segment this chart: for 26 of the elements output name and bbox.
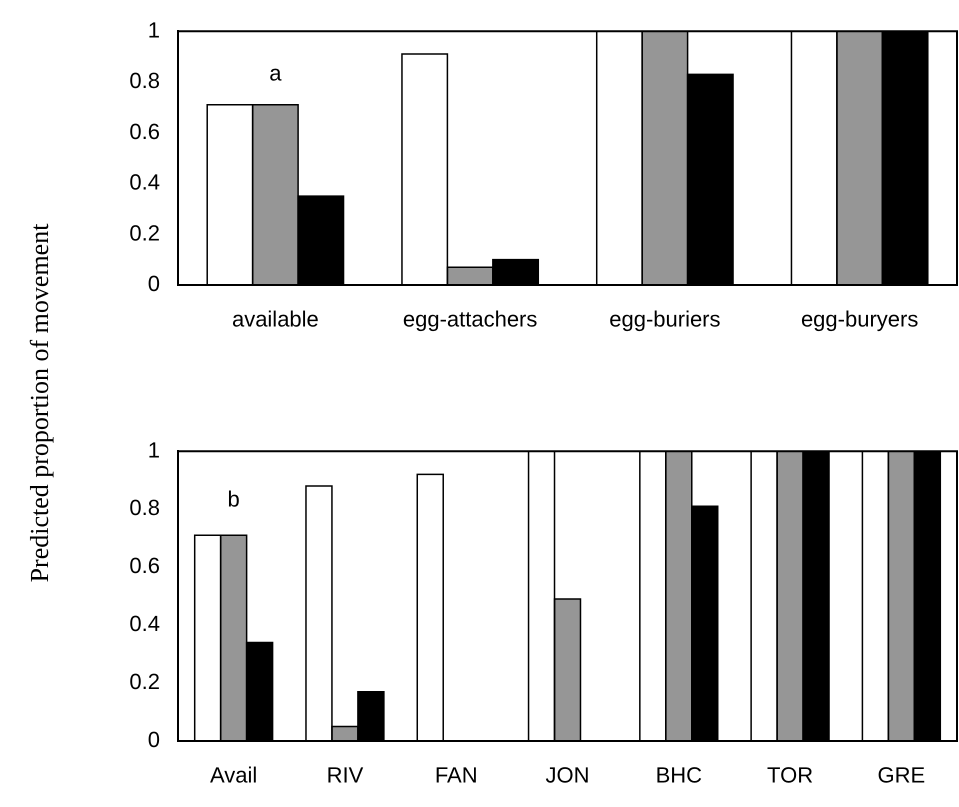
y-axis-title: Predicted proportion of movement bbox=[25, 224, 55, 582]
y-tick-label: 0.4 bbox=[129, 170, 160, 195]
x-tick-label: egg-buryers bbox=[800, 306, 918, 332]
x-tick-label: JON bbox=[546, 762, 590, 788]
x-tick-label: BHC bbox=[656, 762, 702, 788]
x-tick-label: RIV bbox=[326, 762, 364, 788]
y-tick-label: 0 bbox=[148, 727, 160, 752]
x-tick-label: GRE bbox=[878, 762, 926, 788]
y-tick-label: 1 bbox=[148, 437, 160, 462]
y-tick-label: 0.6 bbox=[129, 118, 160, 144]
x-tick-label: FAN bbox=[434, 762, 478, 788]
annotation: b bbox=[228, 486, 240, 512]
y-tick-label: 0.2 bbox=[129, 669, 160, 694]
x-tick-label: Avail bbox=[210, 762, 258, 788]
y-tick-label: 1 bbox=[148, 17, 160, 42]
y-tick-label: 0.8 bbox=[129, 495, 160, 520]
y-tick-label: 0.2 bbox=[129, 220, 160, 246]
annotation: a bbox=[269, 60, 282, 86]
x-tick-label: TOR bbox=[767, 762, 814, 788]
y-tick-label: 0.4 bbox=[129, 611, 160, 636]
x-tick-label: egg-attachers bbox=[402, 306, 538, 332]
y-tick-label: 0.8 bbox=[129, 68, 160, 94]
y-tick-label: 0.6 bbox=[129, 553, 160, 578]
x-tick-label: egg-buriers bbox=[609, 306, 721, 332]
y-tick-label: 0 bbox=[148, 271, 160, 296]
x-tick-label: available bbox=[232, 306, 319, 332]
